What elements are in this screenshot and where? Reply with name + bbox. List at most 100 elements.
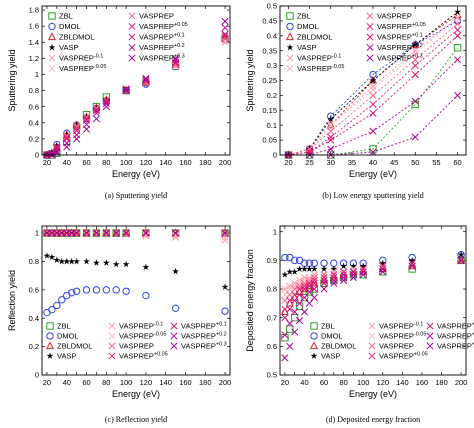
legend-marker-dmol xyxy=(310,332,318,340)
data-point-vasp xyxy=(58,257,66,265)
data-point-vasprepplus0-3 xyxy=(73,135,81,143)
data-point-vasprepplus0-05 xyxy=(379,262,387,270)
data-point-vasprepplus0-05 xyxy=(310,276,318,284)
data-point-vasprepplus0-05 xyxy=(320,274,328,282)
data-point-vasprep xyxy=(369,91,377,99)
data-point-vasprepplus0-3 xyxy=(330,279,338,287)
series-vasprepplus0-3 xyxy=(43,229,229,237)
x-tick-label: 200 xyxy=(219,158,232,167)
legend-label: VASPREP xyxy=(377,12,412,21)
legend-label: VASPREP+0.3 xyxy=(139,54,185,63)
legend-label: DMOL xyxy=(57,332,79,341)
legend-item-vasprepplus0-3: VASPREP+0.3 xyxy=(170,342,227,351)
data-point-vasprepplus0-3 xyxy=(320,285,328,293)
y-tick-label: 0 xyxy=(35,371,39,380)
data-point-vasprepplus0-2 xyxy=(281,331,289,339)
y-axis-label: Reflection yield xyxy=(7,270,17,331)
data-point-vasprepplus0-1 xyxy=(453,32,462,40)
data-point-vasprepplus0-05 xyxy=(369,100,377,108)
data-point-vasprepplus0-05 xyxy=(453,26,462,34)
data-point-zbldmol xyxy=(326,120,335,129)
legend-label: ZBL xyxy=(59,12,73,21)
data-point-vasprepplus0-2 xyxy=(142,75,150,83)
y-tick-label: 1.2 xyxy=(29,54,39,63)
legend-label: DMOL xyxy=(321,332,343,341)
data-point-vasprepplus0-1 xyxy=(296,291,304,299)
data-point-vasprepplus0-1 xyxy=(340,271,348,279)
data-point-vasprepplus0-1 xyxy=(320,276,328,284)
data-point-vasprepplus0-05 xyxy=(359,265,367,273)
y-tick-label: 0 xyxy=(273,151,277,160)
data-point-vasp xyxy=(359,262,367,270)
legend-marker-zbl xyxy=(48,12,56,20)
data-point-vasprepplus0-1 xyxy=(281,314,289,322)
legend-marker-vasprepplus0-3 xyxy=(366,54,374,62)
legend-label: VASPREP+0.3 xyxy=(181,342,227,351)
data-point-vasp xyxy=(411,41,419,48)
data-point-vasprepplus0-2 xyxy=(221,24,229,32)
data-point-dmol xyxy=(102,286,111,294)
legend-item-zbl: ZBL xyxy=(48,12,73,21)
panel-reflection-yield: 20 40 60 80 100 120 140 160 180 200 0 0.2 0.4 0.6 0.8 1… xyxy=(7,225,231,424)
legend-marker-vasprepminus0-1 xyxy=(108,322,116,330)
data-point-vasprepplus0-2 xyxy=(359,268,367,276)
data-point-vasprepplus0-2 xyxy=(379,265,387,273)
legend-item-vasprepplus0-2: VASPREP+0.2 xyxy=(170,332,227,341)
data-point-zbldmol xyxy=(221,228,230,237)
legend-item-dmol: DMOL xyxy=(48,22,81,31)
data-point-vasprepminus0-05 xyxy=(330,268,338,276)
legend-item-vasprepplus0-05: VASPREP+0.05 xyxy=(108,352,168,361)
y-tick-label: 0.5 xyxy=(267,371,277,380)
data-point-zbldmol xyxy=(62,228,71,237)
data-point-vasprepplus0-3 xyxy=(369,148,377,156)
legend-marker-vasprepplus0-05 xyxy=(128,22,136,31)
data-point-vasp xyxy=(301,265,308,272)
y-tick-label: 0.5 xyxy=(267,2,277,11)
legend-marker-vasprepplus0-2 xyxy=(366,43,374,52)
data-point-zbl xyxy=(453,44,462,52)
y-tick-label: 0.2 xyxy=(29,134,39,143)
legend-item-vasprepminus0-1: VASPREP-0.1 xyxy=(286,54,341,63)
legend-label: VASPREP-0.05 xyxy=(379,332,426,341)
data-point-vasprepminus0-05 xyxy=(349,265,357,273)
plot-frame xyxy=(279,225,467,376)
x-axis-label: Energy (eV) xyxy=(349,169,397,179)
data-point-vasprepminus0-1 xyxy=(122,230,130,239)
legend-label: VASPREP+0.05 xyxy=(119,352,168,361)
data-point-vasp xyxy=(221,283,229,290)
data-point-vasprepplus0-3 xyxy=(291,328,299,336)
panel-caption: (d) Deposited energy fraction xyxy=(326,415,420,424)
legend-marker-zbldmol xyxy=(285,32,295,41)
data-point-vasprepplus0-3 xyxy=(73,229,81,237)
legend-label: VASPREP xyxy=(119,342,154,351)
data-point-vasprepplus0-1 xyxy=(349,268,357,276)
legend-item-vasprepminus0-05: VASPREP-0.05 xyxy=(286,64,344,73)
data-point-vasprepplus0-3 xyxy=(300,308,309,316)
x-tick-label: 40 xyxy=(300,378,308,387)
y-tick-label: 0.45 xyxy=(262,17,277,26)
legend: ZBLDMOLZBLDMOLVASPVASPREP-0.1VASPREP-0.0… xyxy=(45,322,227,361)
y-axis-label: Deposited energy fraction xyxy=(245,249,255,352)
panel-low-energy-sputtering-yield: 20 25 30 35 40 45 50 55 60 0 0.05 0.1 0.15 0.2 0.25 0.3… xyxy=(245,2,467,200)
x-tick-label: 160 xyxy=(179,158,192,167)
y-tick-label: 0.6 xyxy=(29,285,39,294)
x-tick-label: 60 xyxy=(82,158,90,167)
legend-label: ZBLDMOL xyxy=(321,342,356,351)
legend: ZBLDMOLZBLDMOLVASPVASPREP-0.1VASPREP-0.0… xyxy=(285,12,426,73)
x-tick-label: 50 xyxy=(411,158,419,167)
data-point-vasprepplus0-3 xyxy=(142,229,150,237)
x-tick-label: 60 xyxy=(82,378,90,387)
x-tick-label: 160 xyxy=(179,378,192,387)
data-point-vasprepplus0-2 xyxy=(327,145,335,153)
data-point-vasp xyxy=(408,256,416,264)
legend-label: VASP xyxy=(59,43,78,52)
y-tick-label: 0.8 xyxy=(29,86,39,95)
data-point-vasprepplus0-2 xyxy=(286,319,294,327)
legend-item-vasprepminus0-05: VASPREP-0.05 xyxy=(108,332,166,341)
data-point-vasp xyxy=(43,252,51,259)
legend-marker-vasprepminus0-05 xyxy=(368,332,376,340)
x-tick-label: 20 xyxy=(284,158,292,167)
legend-item-vasprepplus0-1: VASPREP+0.1 xyxy=(128,33,185,42)
data-point-dmol xyxy=(142,291,150,300)
series-dmol xyxy=(43,286,229,317)
